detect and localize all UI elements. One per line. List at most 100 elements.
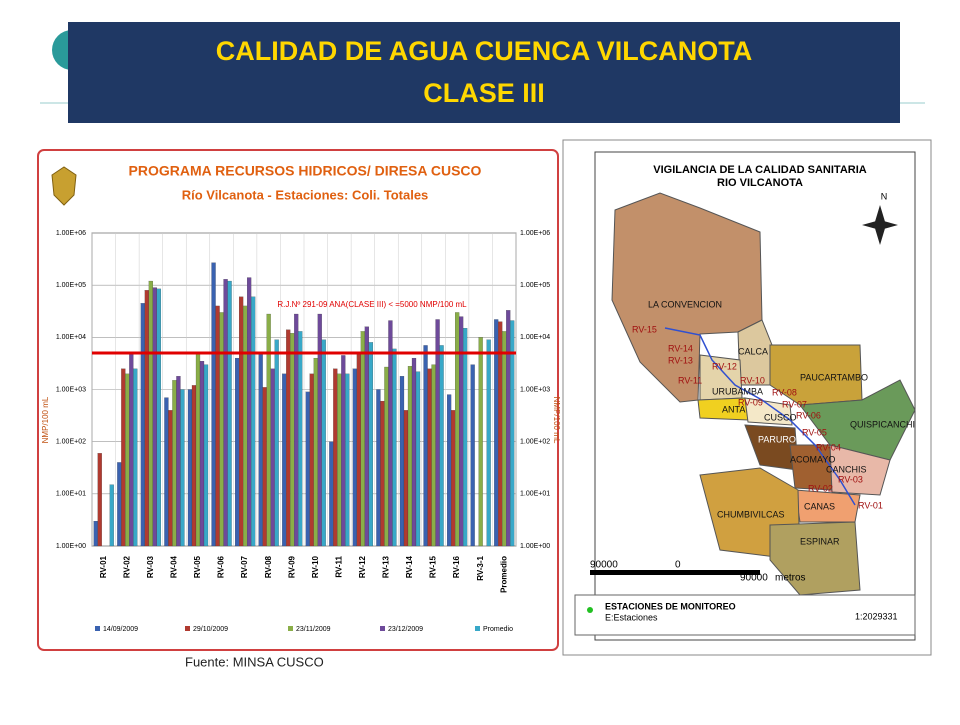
map-inner: [594, 151, 916, 641]
bar: [455, 312, 460, 547]
legend-label: 23/12/2009: [388, 626, 423, 633]
slide-title: CALIDAD DE AGUA CUENCA VILCANOTA: [216, 36, 752, 66]
bar: [121, 368, 126, 547]
map-legend: [574, 594, 916, 636]
x-tick-label: RV-13: [382, 555, 391, 578]
x-tick-label: Promedio: [499, 556, 508, 593]
region-label: ACOMAYO: [790, 454, 835, 464]
bar: [294, 313, 299, 547]
bar: [463, 328, 468, 547]
bar: [486, 339, 491, 547]
bar: [380, 400, 385, 547]
legend-swatch: [185, 626, 190, 631]
region-label: PAUCARTAMBO: [800, 372, 868, 382]
legend-label: 23/11/2009: [296, 626, 331, 633]
bar: [305, 391, 310, 547]
y2-tick-label: 1.00E+03: [520, 386, 550, 393]
y-tick-label: 1.00E+00: [56, 543, 86, 550]
region-label: CANAS: [804, 501, 835, 511]
region-label: CANCHIS: [826, 464, 867, 474]
bar: [133, 368, 138, 547]
bar: [239, 296, 244, 547]
bar: [352, 368, 357, 547]
bar: [152, 287, 157, 547]
legend-label: Promedio: [483, 626, 513, 633]
bar: [223, 279, 228, 547]
region-label: QUISPICANCHI: [850, 419, 915, 429]
x-tick-label: RV-03: [146, 555, 155, 578]
station-label: RV-05: [802, 427, 827, 437]
bar: [117, 462, 122, 547]
bar: [282, 373, 287, 547]
map-title: VIGILANCIA DE LA CALIDAD SANITARIA: [653, 164, 867, 176]
legend-swatch: [95, 626, 100, 631]
legend-swatch: [288, 626, 293, 631]
bar: [368, 342, 374, 547]
map-ratio: 1:2029331: [855, 611, 898, 621]
y-axis-label: NMP/100 mL: [41, 396, 50, 443]
bar: [191, 385, 197, 547]
title-banner: [68, 22, 900, 123]
bar: [384, 366, 389, 547]
station-label: RV-12: [712, 361, 737, 371]
station-label: RV-11: [678, 375, 702, 385]
bar: [270, 368, 275, 547]
bar: [97, 453, 102, 547]
bar: [262, 387, 267, 547]
bar: [333, 368, 338, 547]
bar: [290, 333, 295, 547]
bar: [360, 331, 365, 547]
bar: [176, 376, 181, 547]
scale-label: 90000: [740, 573, 768, 584]
bar: [211, 262, 216, 547]
bar: [266, 313, 271, 547]
region-label: URUBAMBA: [712, 386, 763, 396]
bar: [470, 364, 475, 547]
bar: [199, 361, 205, 547]
bar: [403, 410, 409, 547]
bar: [411, 357, 417, 547]
bar: [498, 321, 503, 547]
bar: [195, 352, 201, 547]
station-label: RV-01: [858, 500, 883, 510]
slide-title: CLASE III: [423, 78, 545, 108]
legend-dot: [587, 607, 593, 613]
y-tick-label: 1.00E+01: [56, 491, 86, 498]
x-tick-label: RV-06: [217, 555, 226, 578]
bar: [180, 389, 185, 547]
bar: [317, 313, 322, 547]
bar: [144, 290, 149, 547]
bar: [321, 339, 326, 547]
legend-label: 14/09/2009: [103, 626, 138, 633]
x-tick-label: RV-09: [287, 555, 296, 578]
bar: [329, 441, 334, 547]
annotation: R.J.Nº 291-09 ANA(CLASE III) < =5000 NMP…: [277, 300, 467, 309]
bar: [451, 410, 456, 547]
bar: [125, 373, 130, 547]
station-label: RV-10: [740, 375, 765, 385]
bar: [235, 357, 240, 547]
map: VIGILANCIA DE LA CALIDAD SANITARIA RIO V…: [562, 139, 932, 656]
y2-tick-label: 1.00E+01: [520, 491, 550, 498]
x-tick-label: RV-3-1: [476, 555, 485, 580]
bar: [427, 368, 432, 547]
station-label: RV-06: [796, 410, 821, 420]
bar: [341, 355, 346, 547]
region-label: CUSCO: [764, 412, 797, 422]
chart-logo: [51, 166, 77, 206]
north: N: [881, 191, 888, 201]
station-label: RV-14: [668, 343, 693, 353]
bar: [423, 345, 428, 547]
bar: [309, 373, 314, 547]
chart-subtitle: Río Vilcanota - Estaciones: Coli. Totale…: [182, 187, 429, 202]
scale-label: metros: [775, 573, 806, 584]
x-tick-label: RV-14: [405, 555, 414, 578]
bar: [392, 348, 397, 547]
bar: [502, 331, 507, 547]
bar: [459, 316, 464, 547]
x-tick-label: RV-15: [429, 555, 438, 578]
chart: PROGRAMA RECURSOS HIDRICOS/ DIRESA CUSCO…: [41, 163, 561, 633]
legend-swatch: [380, 626, 385, 631]
bar: [298, 331, 303, 547]
